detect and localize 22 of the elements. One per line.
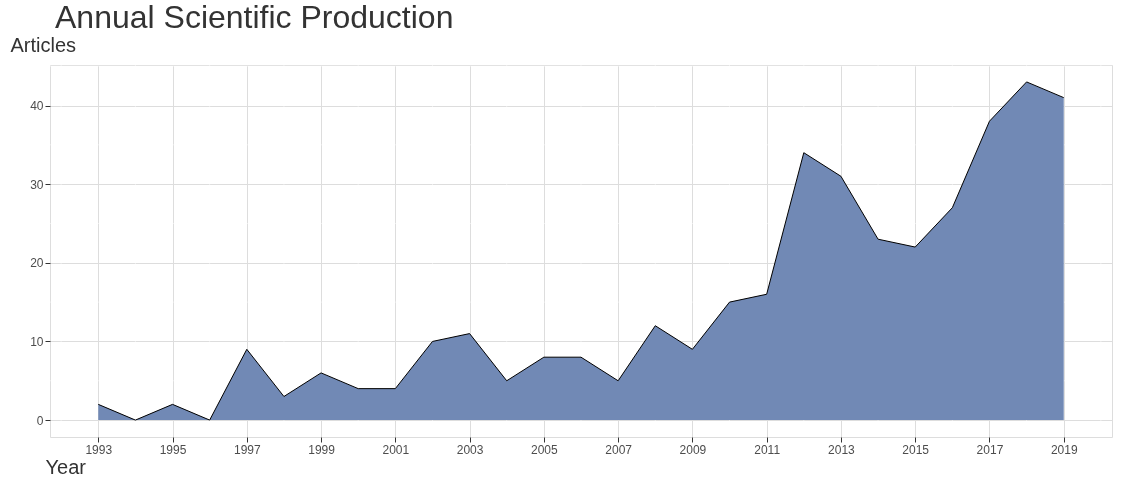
x-tick-label: 2007 [605, 442, 633, 457]
y-tick-label: 20 [30, 256, 44, 271]
x-tick-label: 2011 [754, 442, 781, 457]
x-tick-label: 2003 [456, 442, 484, 457]
x-axis-title: Year [45, 455, 87, 478]
y-tick-label: 0 [36, 413, 44, 428]
y-tick-label: 10 [30, 334, 44, 349]
x-tick-label: 2017 [976, 442, 1004, 457]
x-tick-label: 2013 [828, 442, 856, 457]
x-tick-label: 1993 [85, 442, 113, 457]
x-tick-label: 1997 [233, 442, 261, 457]
y-tick-label: 40 [30, 99, 44, 113]
x-tick-label: 2009 [679, 442, 707, 457]
x-tick-label: 2001 [382, 442, 410, 457]
y-tick-label: 30 [30, 177, 44, 192]
x-tick-label: 2015 [902, 442, 930, 457]
chart-title: Annual Scientific Production [55, 0, 454, 35]
x-tick-label: 1995 [159, 442, 187, 457]
x-tick-label: 1999 [308, 442, 336, 457]
y-axis-title: Articles [10, 33, 77, 56]
x-tick-label: 2005 [531, 442, 559, 457]
x-tick-label: 2019 [1050, 442, 1078, 457]
